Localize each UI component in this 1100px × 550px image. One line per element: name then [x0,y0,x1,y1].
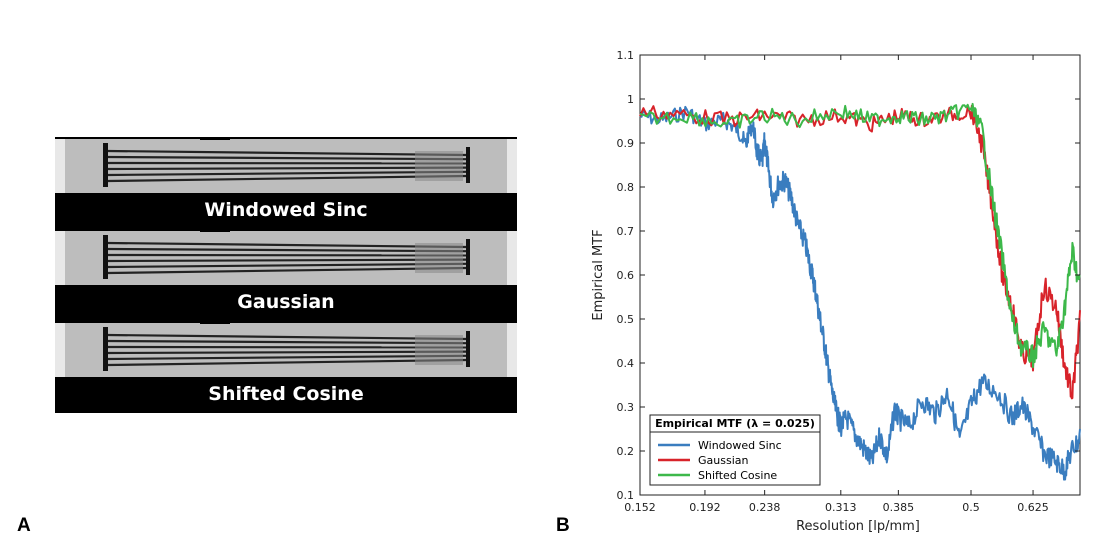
phantom-line-pair [107,333,467,341]
y-tick-label: 0.6 [617,269,635,282]
y-tick-label: 0.5 [617,313,635,326]
y-tick-label: 0.3 [617,401,635,414]
phantom-bar-right [466,147,470,183]
phantom-line-pair [107,258,467,263]
y-tick-label: 0.2 [617,445,635,458]
legend-entries: Windowed Sinc Gaussian Shifted Cosine [658,439,782,482]
ticks-layer: 0.1 0.2 0.3 0.4 0.5 0.6 0.7 0.8 0.9 1 1.1 0.152 0.19… [617,49,1080,514]
phantom-line-pair [107,339,467,345]
y-tick-label: 0.1 [617,489,635,502]
legend-entry-label: Shifted Cosine [698,469,777,482]
phantom-marker [200,321,230,324]
legend-entry-label: Gaussian [698,454,748,467]
series-line-windowed-sinc [639,105,1081,481]
phantom-marker [200,229,230,232]
phantom-edge [55,323,65,377]
phantom-image [55,137,517,193]
phantom-bar-left [103,143,108,187]
x-axis-label: Resolution [lp/mm] [796,519,920,534]
y-tick-label: 0.7 [617,225,635,238]
phantom-strip-windowed-sinc: Windowed Sinc [55,137,517,229]
strip-label: Shifted Cosine [208,383,364,405]
strip-label: Gaussian [237,291,335,313]
phantom-image [55,321,517,377]
series-line-shifted-cosine [639,102,1081,369]
phantom-edge [507,231,517,285]
phantom-blur-region [415,335,463,365]
strip-label: Windowed Sinc [204,199,368,221]
phantom-strip-shifted-cosine: Shifted Cosine [55,321,517,413]
mtf-chart: 0.1 0.2 0.3 0.4 0.5 0.6 0.7 0.8 0.9 1 1.1 0.152 0.19… [591,49,1081,534]
panel-b: 0.1 0.2 0.3 0.4 0.5 0.6 0.7 0.8 0.9 1 1.1 0.152 0.19… [540,0,1100,550]
phantom-line-pair [107,354,467,361]
phantom-line-pair [107,174,467,183]
phantom-image-stack: Windowed Sinc Gaussian Shifted Cosine [55,137,517,413]
phantom-image [55,229,517,285]
x-tick-label: 0.5 [962,501,980,514]
panel-a: Windowed Sinc Gaussian Shifted Cosine A [0,0,540,550]
y-tick-label: 0.4 [617,357,635,370]
y-tick-label: 0.8 [617,181,635,194]
phantom-line-pair [107,358,467,367]
legend-entry-label: Windowed Sinc [698,439,782,452]
phantom-marker [200,137,230,140]
phantom-line-pair [107,166,467,171]
phantom-bar-left [103,235,108,279]
phantom-line-pair [107,350,467,355]
phantom-line-pair [107,247,467,253]
phantom-line-pair [107,266,467,275]
y-tick-label: 1.1 [617,49,635,62]
phantom-bar-left [103,327,108,371]
phantom-bar-right [466,331,470,367]
legend-box [649,414,821,486]
phantom-line-pair [107,262,467,269]
panel-letter-b: B [556,515,570,536]
x-tick-label: 0.152 [624,501,656,514]
x-tick-label: 0.313 [825,501,857,514]
phantom-bar-right [466,239,470,275]
x-tick-label: 0.385 [883,501,915,514]
x-tick-label: 0.192 [689,501,721,514]
phantom-edge [507,139,517,193]
phantom-line-pair [107,241,467,249]
phantom-strip-gaussian: Gaussian [55,229,517,321]
phantom-line-pair [107,155,467,161]
phantom-edge [55,139,65,193]
phantom-blur-region [415,243,463,273]
phantom-line-pair [107,149,467,157]
panel-letter-a: A [17,515,31,536]
series-layer [639,102,1081,481]
y-axis-label: Empirical MTF [591,229,606,320]
y-tick-label: 0.9 [617,137,635,150]
x-tick-label: 0.238 [749,501,781,514]
phantom-edge [55,231,65,285]
phantom-edge [507,323,517,377]
phantom-line-pair [107,170,467,177]
y-tick-label: 1 [627,93,634,106]
x-tick-label: 0.625 [1017,501,1049,514]
phantom-blur-region [415,151,463,181]
legend-title: Empirical MTF (λ = 0.025) [655,417,815,430]
legend: Empirical MTF (λ = 0.025) Windowed Sinc G… [649,414,821,486]
